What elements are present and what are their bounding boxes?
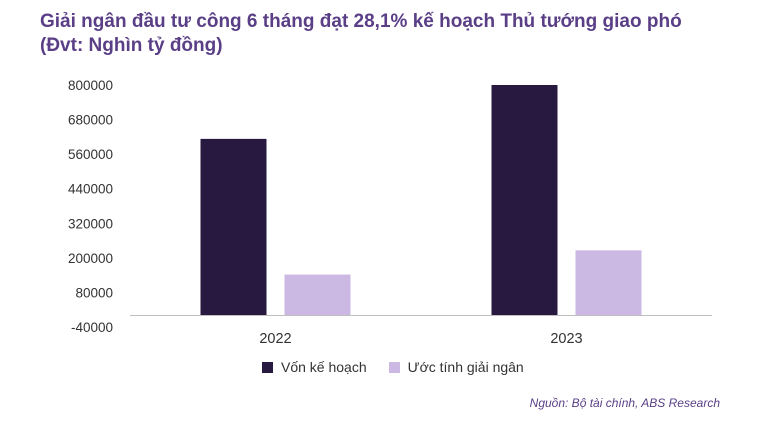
y-tick-label: 200000 — [68, 251, 113, 266]
legend-item-von-ke-hoach: Vốn kế hoạch — [262, 359, 367, 375]
title-line-2: (Đvt: Nghìn tỷ đồng) — [40, 35, 223, 56]
x-tick-label: 2022 — [259, 331, 291, 347]
title-line-1: Giải ngân đầu tư công 6 tháng đạt 28,1% … — [40, 11, 682, 32]
chart-title: Giải ngân đầu tư công 6 tháng đạt 28,1% … — [40, 10, 740, 58]
y-tick-label: 80000 — [75, 285, 113, 300]
x-axis: 2022 2023 — [259, 331, 582, 347]
legend: Vốn kế hoạch Ước tính giải ngân — [262, 359, 546, 375]
x-tick-label: 2023 — [550, 331, 582, 347]
legend-swatch — [388, 361, 400, 373]
legend-label: Ước tính giải ngân — [407, 359, 524, 375]
bar-von-ke-hoach-2023 — [491, 85, 558, 316]
y-tick-label: 680000 — [68, 113, 113, 128]
legend-item-uoc-tinh-giai-ngan: Ước tính giải ngân — [388, 359, 524, 375]
y-axis: 800000 680000 560000 440000 320000 200000 8000… — [68, 78, 113, 335]
source-note: Nguồn: Bộ tài chính, ABS Research — [529, 396, 720, 410]
legend-swatch — [262, 361, 273, 373]
y-tick-label: 320000 — [68, 216, 113, 231]
legend-label: Vốn kế hoạch — [281, 359, 367, 375]
bars — [200, 85, 642, 316]
bar-von-ke-hoach-2022 — [200, 138, 267, 316]
bar-uoc-tinh-giai-ngan-2023 — [575, 250, 642, 316]
y-tick-label: -40000 — [71, 320, 113, 335]
bar-uoc-tinh-giai-ngan-2022 — [284, 274, 351, 316]
y-tick-label: 440000 — [68, 182, 113, 197]
y-tick-label: 560000 — [68, 147, 113, 162]
y-tick-label: 800000 — [68, 78, 113, 93]
